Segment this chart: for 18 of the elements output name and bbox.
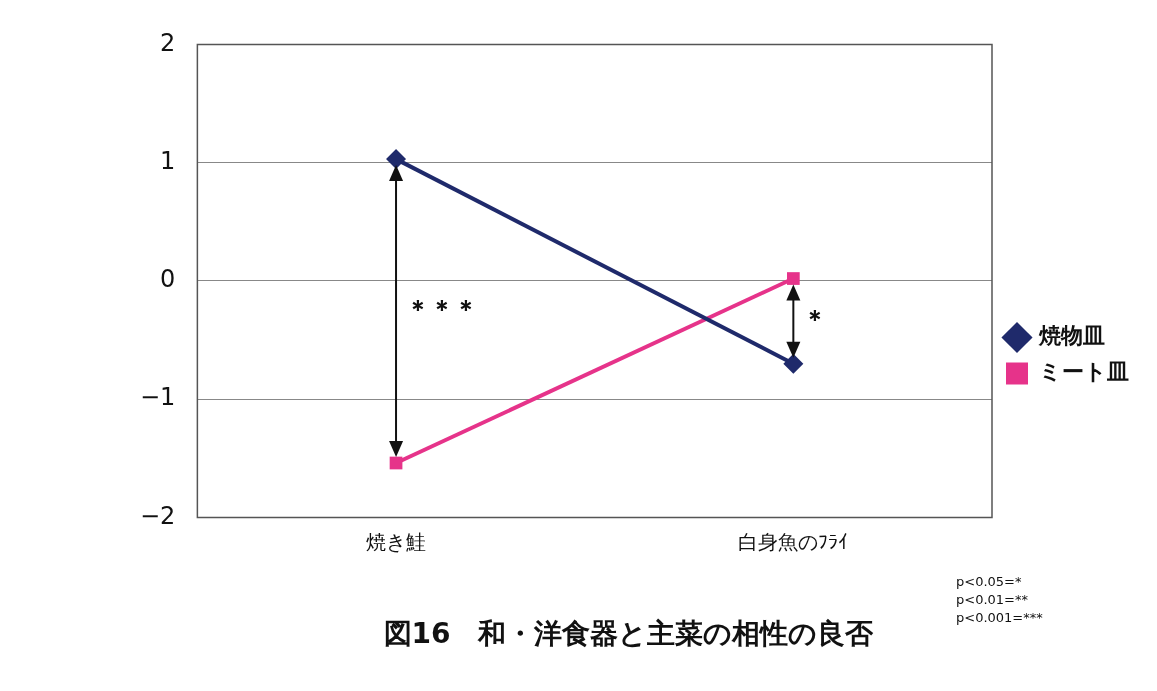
legend-label: ミート皿 [1039, 359, 1129, 385]
annotation: ＊ [803, 305, 828, 334]
point [783, 353, 804, 374]
point [786, 272, 800, 285]
annotation: ＊＊＊ [406, 295, 479, 324]
y-tick-label: −1 [139, 383, 176, 412]
x-tick-label: 焼き鮭 [366, 529, 427, 554]
y-tick-label: −2 [139, 501, 176, 530]
text: 図16 和・洋食器と主菜の相性の良否 [383, 617, 875, 651]
y-tick-label: 1 [160, 146, 176, 175]
x-tick-label: 白身魚のﾌﾗｲ [738, 529, 849, 554]
text: p<0.001=*** [956, 609, 1043, 627]
y-tick-label: 0 [160, 265, 176, 294]
text: p<0.01=** [956, 591, 1029, 609]
legend-label: 焼物皿 [1038, 323, 1105, 349]
text: p<0.05=* [956, 573, 1023, 591]
point [386, 149, 407, 170]
y-tick-label: 2 [160, 28, 176, 57]
